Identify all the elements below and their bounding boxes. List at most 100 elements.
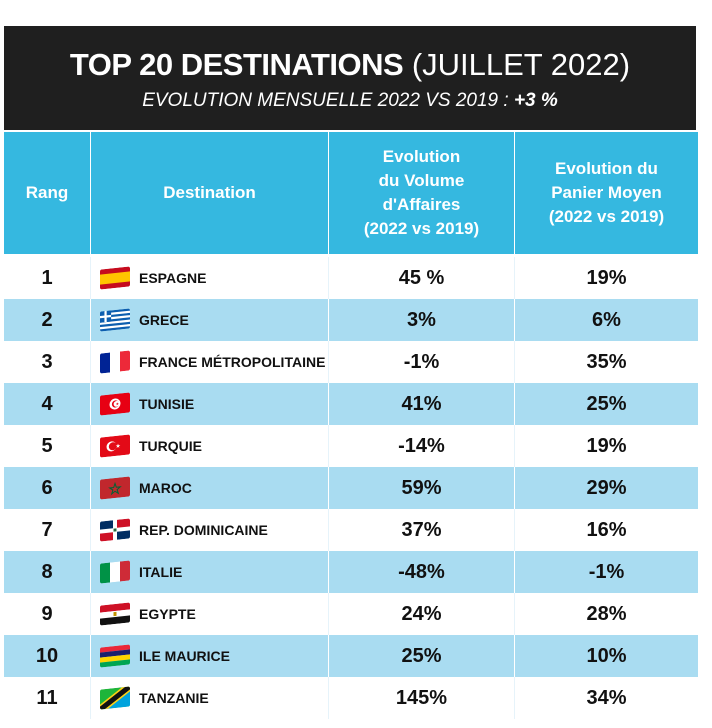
column-divider [328, 425, 329, 467]
panier-evolution-cell: 34% [586, 687, 627, 709]
table-row: 7 REP. DOMINICAINE 37% 16% [4, 509, 698, 551]
table-row: 1 ESPAGNE 45 % 19% [4, 257, 698, 299]
column-header-volume-line: (2022 vs 2019) [363, 219, 480, 238]
table-row: 9 EGYPTE 24% 28% [4, 593, 698, 635]
france-flag-icon [100, 350, 130, 374]
column-divider [90, 257, 91, 299]
rank-cell: 10 [35, 645, 59, 667]
destination-label: ILE MAURICE [139, 648, 230, 664]
volume-evolution-cell: 3% [407, 309, 436, 331]
spain-flag-icon [100, 266, 130, 290]
destination-cell: ILE MAURICE [100, 635, 230, 677]
destination-cell: TURQUIE [100, 425, 202, 467]
column-divider [328, 299, 329, 341]
rank-cell: 1 [41, 267, 53, 289]
panier-evolution-cell: 35% [586, 351, 627, 373]
column-divider [514, 257, 515, 299]
panier-evolution-cell: -1% [588, 561, 625, 583]
column-divider [514, 551, 515, 593]
destination-cell: REP. DOMINICAINE [100, 509, 268, 551]
column-divider [90, 635, 91, 677]
column-divider [90, 299, 91, 341]
destination-cell: ESPAGNE [100, 257, 206, 299]
column-divider [328, 383, 329, 425]
table-row: 5 TURQUIE -14% 19% [4, 425, 698, 467]
column-divider [328, 467, 329, 509]
table-header: Rang Destination Evolution du Volume d'A… [4, 132, 698, 254]
rank-cell: 2 [41, 309, 53, 331]
volume-evolution-cell: 24% [401, 603, 442, 625]
chart-subtitle: EVOLUTION MENSUELLE 2022 VS 2019 : +3 % [4, 90, 696, 112]
table-row: 11 TANZANIE 145% 34% [4, 677, 698, 719]
column-divider [328, 341, 329, 383]
column-header-rank: Rang [25, 183, 69, 202]
panier-evolution-cell: 19% [586, 435, 627, 457]
column-divider [514, 383, 515, 425]
dominican-republic-flag-icon [100, 518, 130, 542]
column-header-volume-line: Evolution [382, 147, 461, 166]
rank-cell: 6 [41, 477, 53, 499]
column-divider [328, 593, 329, 635]
destination-cell: FRANCE MÉTROPOLITAINE [100, 341, 325, 383]
column-header-panier-line: (2022 vs 2019) [548, 207, 665, 226]
chart-subtitle-text: EVOLUTION MENSUELLE 2022 VS 2019 : [142, 90, 509, 111]
morocco-flag-icon [100, 476, 130, 500]
rank-cell: 5 [41, 435, 53, 457]
destination-label: EGYPTE [139, 606, 196, 622]
volume-evolution-cell: -48% [398, 561, 445, 583]
column-divider [90, 467, 91, 509]
destination-label: FRANCE MÉTROPOLITAINE [139, 354, 326, 370]
destination-cell: MAROC [100, 467, 192, 509]
table-row: 8 ITALIE -48% -1% [4, 551, 698, 593]
column-divider [90, 677, 91, 719]
italy-flag-icon [100, 560, 130, 584]
panier-evolution-cell: 29% [586, 477, 627, 499]
column-divider [514, 677, 515, 719]
column-divider [514, 635, 515, 677]
volume-evolution-cell: 45 % [398, 267, 445, 289]
destination-label: ITALIE [139, 564, 183, 580]
destination-label: MAROC [139, 480, 192, 496]
table-row: 2 GRECE 3% 6% [4, 299, 698, 341]
column-header-panier: Evolution du Panier Moyen (2022 vs 2019) [515, 132, 698, 254]
rank-cell: 11 [36, 687, 58, 709]
column-divider [514, 299, 515, 341]
column-divider [328, 551, 329, 593]
rank-cell: 9 [41, 603, 53, 625]
column-divider [514, 132, 515, 254]
destination-cell: TANZANIE [100, 677, 209, 719]
column-divider [90, 509, 91, 551]
column-divider [328, 257, 329, 299]
egypt-flag-icon [100, 602, 130, 626]
column-divider [514, 341, 515, 383]
rank-cell: 7 [41, 519, 53, 541]
table-row: 3 FRANCE MÉTROPOLITAINE -1% 35% [4, 341, 698, 383]
destination-label: TANZANIE [139, 690, 209, 706]
column-divider [90, 341, 91, 383]
volume-evolution-cell: 37% [401, 519, 442, 541]
table-row: 4 TUNISIE 41% 25% [4, 383, 698, 425]
turkey-flag-icon [100, 434, 130, 458]
column-divider [328, 132, 329, 254]
volume-evolution-cell: -1% [403, 351, 440, 373]
destination-label: GRECE [139, 312, 189, 328]
chart-subtitle-figure: +3 % [513, 90, 558, 111]
column-header-panier-line: Panier Moyen [551, 183, 662, 202]
column-divider [90, 593, 91, 635]
column-header-volume-line: du Volume [378, 171, 465, 190]
destination-cell: GRECE [100, 299, 189, 341]
column-divider [90, 551, 91, 593]
table-row: 10 ILE MAURICE 25% 10% [4, 635, 698, 677]
panier-evolution-cell: 28% [586, 603, 627, 625]
rank-cell: 8 [41, 561, 53, 583]
destination-cell: TUNISIE [100, 383, 194, 425]
chart-title-main: TOP 20 DESTINATIONS [69, 47, 404, 82]
destination-label: TURQUIE [139, 438, 202, 454]
rank-cell: 3 [41, 351, 53, 373]
column-divider [514, 593, 515, 635]
tanzania-flag-icon [100, 686, 130, 710]
column-header-destination: Destination [163, 183, 256, 202]
volume-evolution-cell: 41% [401, 393, 442, 415]
column-divider [90, 383, 91, 425]
panier-evolution-cell: 19% [586, 267, 627, 289]
